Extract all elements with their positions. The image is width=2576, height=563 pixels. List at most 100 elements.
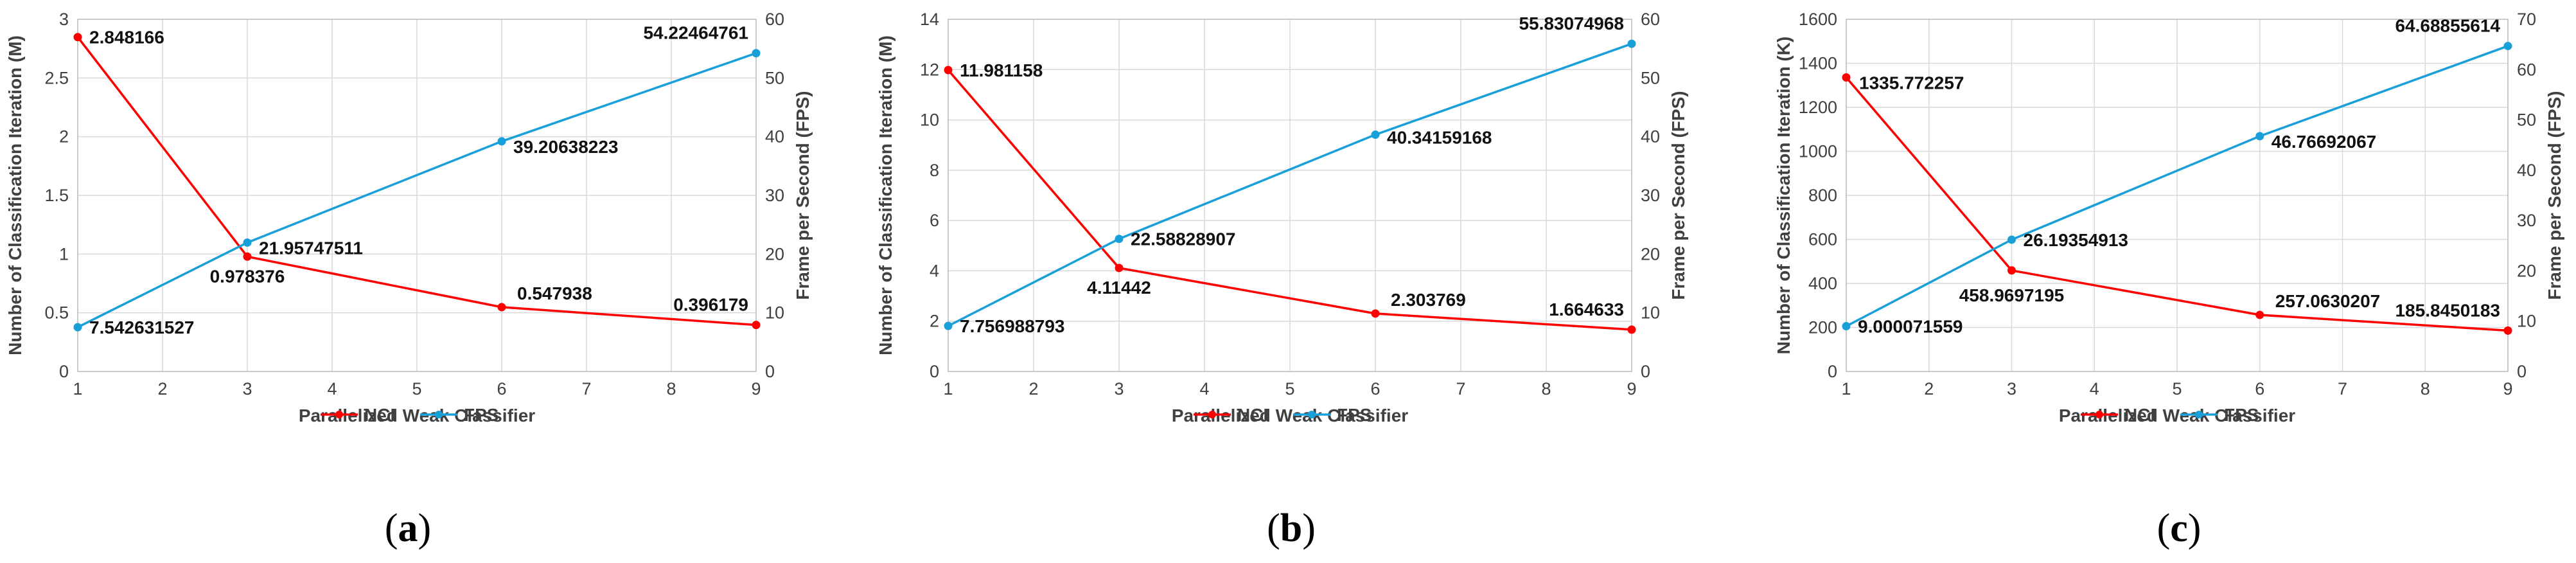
y-right-tick-label: 0: [1641, 362, 1650, 381]
nci-data-label: 1335.772257: [1859, 73, 1964, 93]
legend-fps-marker: [1308, 411, 1316, 418]
x-tick-label: 5: [2172, 379, 2182, 398]
nci-data-label: 0.978376: [210, 266, 285, 286]
x-tick-label: 3: [1114, 379, 1124, 398]
nci-data-point: [2007, 266, 2016, 275]
y-left-tick-label: 2: [930, 312, 939, 331]
fps-data-label: 55.83074968: [1519, 13, 1624, 33]
y-right-tick-label: 70: [2517, 10, 2536, 29]
fps-data-point: [2007, 235, 2016, 244]
x-tick-label: 2: [157, 379, 167, 398]
fps-data-label: 7.756988793: [960, 316, 1065, 336]
nci-series-line: [947, 69, 1632, 331]
fps-data-label: 40.34159168: [1387, 128, 1492, 148]
y-left-tick-label: 0.5: [44, 303, 69, 323]
y-right-tick-label: 40: [2517, 161, 2536, 180]
nci-data-point: [1115, 264, 1124, 273]
y-right-tick-label: 60: [2517, 60, 2536, 79]
x-tick-label: 8: [1541, 379, 1551, 398]
legend-nci-label: NCI: [364, 405, 395, 425]
legend-nci-label: NCI: [2124, 405, 2155, 425]
nci-data-label: 458.9697195: [1959, 285, 2065, 305]
y-left-tick-label: 1: [59, 244, 69, 264]
y-right-tick-label: 40: [1641, 127, 1660, 147]
nci-data-label: 2.303769: [1391, 290, 1466, 310]
fps-data-point: [944, 321, 953, 330]
fps-data-point: [2503, 42, 2512, 51]
legend-nci-marker: [335, 411, 343, 418]
fps-data-label: 64.68855614: [2395, 16, 2500, 36]
fps-data-label: 54.22464761: [643, 23, 748, 43]
y-left-tick-label: 4: [930, 261, 939, 280]
x-tick-label: 1: [73, 379, 82, 398]
nci-data-label: 0.396179: [673, 295, 748, 315]
legend-fps-label: FPS: [464, 405, 498, 425]
x-tick-label: 7: [581, 379, 591, 398]
y-left-tick-label: 0: [1828, 362, 1837, 381]
y-axis-left-title: Number of Classification Iteration (M): [876, 35, 895, 355]
plot-area-border: [1846, 19, 2509, 372]
legend-fps-label: FPS: [2224, 405, 2259, 425]
y-right-tick-label: 30: [1641, 186, 1660, 205]
x-tick-label: 8: [666, 379, 676, 398]
panel-caption: (a): [385, 506, 431, 550]
x-tick-label: 3: [242, 379, 252, 398]
y-left-tick-label: 1600: [1799, 10, 1837, 29]
nci-data-point: [1627, 325, 1636, 334]
x-tick-label: 5: [1285, 379, 1294, 398]
nci-data-label: 185.8450183: [2395, 300, 2500, 320]
chart-panel-b: 1 2 3 4 5 6 7 8 9024681012140102030405060Paralle…: [876, 10, 1688, 550]
panel-caption: (c): [2157, 506, 2201, 550]
plot-area-border: [77, 19, 757, 372]
nci-series-line: [1845, 76, 2509, 332]
x-tick-label: 6: [2255, 379, 2264, 398]
chart-panel-c: 1 2 3 4 5 6 7 8 90200400600800100012001400160001…: [1774, 10, 2564, 550]
fps-data-point: [2255, 132, 2264, 141]
y-right-tick-label: 30: [765, 186, 784, 205]
panel-caption: (b): [1267, 506, 1316, 550]
x-tick-label: 4: [2090, 379, 2099, 398]
fps-data-point: [243, 238, 252, 247]
y-right-tick-label: 10: [1641, 303, 1660, 323]
y-right-tick-label: 10: [765, 303, 784, 323]
y-left-tick-label: 12: [920, 60, 939, 79]
fps-data-point: [1627, 39, 1636, 48]
y-left-tick-label: 1400: [1799, 54, 1837, 73]
legend-nci-marker: [2095, 411, 2103, 418]
y-right-tick-label: 0: [765, 362, 775, 381]
y-left-tick-label: 8: [930, 161, 939, 180]
nci-data-label: 1.664633: [1549, 299, 1624, 319]
y-left-tick-label: 0: [59, 362, 69, 381]
x-tick-label: 9: [751, 379, 761, 398]
fps-series-line: [1846, 44, 2509, 328]
fps-data-point: [1371, 130, 1380, 139]
legend: NCI FPS: [2081, 405, 2259, 425]
y-axis-right-title: Frame per Second (FPS): [1668, 91, 1688, 299]
y-right-tick-label: 20: [765, 244, 784, 264]
nci-data-label: 0.547938: [517, 283, 592, 303]
x-tick-label: 6: [497, 379, 506, 398]
chart-panel-a: 1 2 3 4 5 6 7 8 900.511.522.530102030405060Paral…: [5, 10, 813, 550]
nci-data-label: 2.848166: [89, 28, 164, 48]
x-tick-label: 4: [1199, 379, 1209, 398]
legend-fps-marker: [2195, 411, 2203, 418]
nci-data-point: [2503, 326, 2512, 335]
y-right-tick-label: 50: [1641, 68, 1660, 87]
legend-nci-marker: [1208, 411, 1216, 418]
y-right-tick-label: 40: [765, 127, 784, 147]
nci-data-label: 11.981158: [960, 60, 1043, 80]
fps-data-point: [73, 323, 82, 332]
fps-data-label: 46.76692067: [2272, 132, 2377, 152]
legend-fps-marker: [435, 411, 443, 418]
y-axis-right-title: Frame per Second (FPS): [793, 91, 813, 299]
y-right-tick-label: 0: [2517, 362, 2527, 381]
fps-data-label: 26.19354913: [2024, 230, 2129, 250]
x-tick-label: 2: [1028, 379, 1038, 398]
y-right-tick-label: 10: [2517, 312, 2536, 331]
nci-data-point: [752, 321, 761, 330]
plot-area-border: [948, 19, 1632, 372]
y-left-tick-label: 2: [59, 127, 69, 147]
y-left-tick-label: 1200: [1799, 98, 1837, 117]
y-left-tick-label: 200: [1808, 318, 1837, 337]
